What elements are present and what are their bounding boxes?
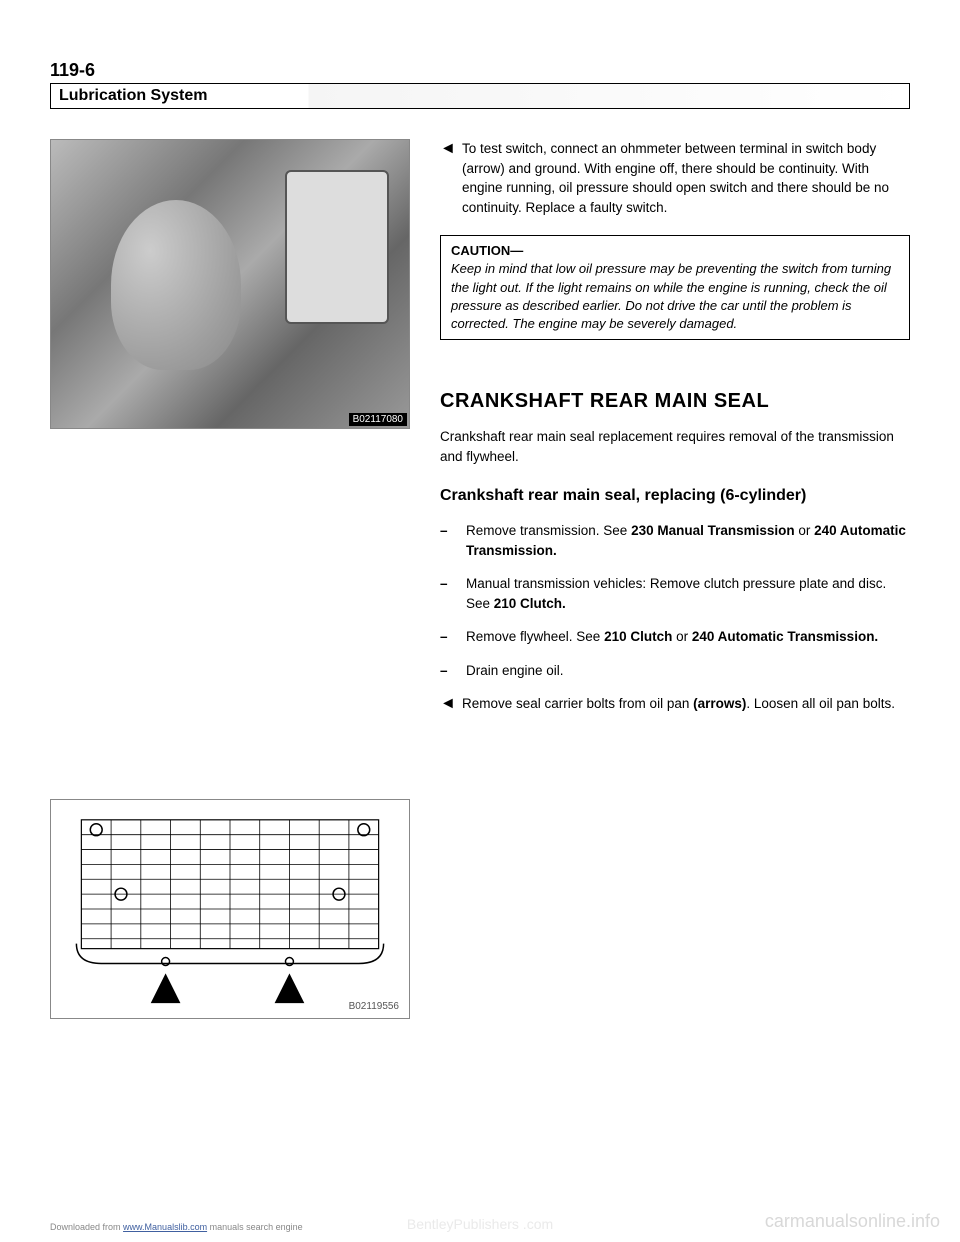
t: Remove seal carrier bolts from oil pan bbox=[462, 696, 693, 711]
right-column: ◄ To test switch, connect an ohmmeter be… bbox=[440, 139, 910, 1019]
caution-body: Keep in mind that low oil pressure may b… bbox=[451, 261, 891, 331]
caution-box: CAUTION— Keep in mind that low oil press… bbox=[440, 235, 910, 340]
step-remove-seal-bolts: ◄ Remove seal carrier bolts from oil pan… bbox=[440, 694, 910, 714]
t: Remove flywheel. See bbox=[466, 629, 604, 644]
step-text: Manual transmission vehicles: Remove clu… bbox=[466, 574, 910, 613]
left-column: B02117080 bbox=[50, 139, 410, 1019]
watermark-site: carmanualsonline.info bbox=[765, 1211, 940, 1232]
h2-text: CRANKSHAFT REAR MAIN SEAL bbox=[440, 390, 769, 412]
heading-replacing-6cyl: Crankshaft rear main seal, replacing (6-… bbox=[440, 486, 910, 507]
t: or bbox=[672, 629, 692, 644]
t: . Loosen all oil pan bolts. bbox=[746, 696, 895, 711]
step-remove-transmission: – Remove transmission. See 230 Manual Tr… bbox=[440, 521, 910, 560]
step-remove-flywheel: – Remove flywheel. See 210 Clutch or 240… bbox=[440, 627, 910, 647]
crankshaft-intro-text: Crankshaft rear main seal replacement re… bbox=[440, 427, 910, 466]
test-switch-text: To test switch, connect an ohmmeter betw… bbox=[462, 139, 910, 217]
step-text: Remove flywheel. See 210 Clutch or 240 A… bbox=[466, 627, 878, 647]
t: 210 Clutch. bbox=[494, 596, 566, 611]
content-row: B02117080 bbox=[50, 139, 910, 1019]
footer-download-text: Downloaded from www.Manualslib.com manua… bbox=[50, 1222, 303, 1232]
t: Downloaded from bbox=[50, 1222, 123, 1232]
left-arrow-icon: ◄ bbox=[440, 139, 454, 217]
t: 210 Clutch bbox=[604, 629, 672, 644]
t: manuals search engine bbox=[207, 1222, 303, 1232]
left-arrow-icon: ◄ bbox=[440, 694, 454, 714]
step-text: Drain engine oil. bbox=[466, 661, 564, 681]
dash-icon: – bbox=[440, 521, 454, 560]
step-text: Remove seal carrier bolts from oil pan (… bbox=[462, 694, 895, 714]
heading-crankshaft-rear-main-seal: CRANKSHAFT REAR MAIN SEAL bbox=[440, 390, 910, 413]
t: 230 Manual Transmission bbox=[631, 523, 795, 538]
footer-link[interactable]: www.Manualslib.com bbox=[123, 1222, 207, 1232]
watermark-publisher: BentleyPublishers .com bbox=[407, 1216, 553, 1232]
section-header: Lubrication System bbox=[50, 83, 910, 109]
test-switch-paragraph: ◄ To test switch, connect an ohmmeter be… bbox=[440, 139, 910, 217]
step-text: Remove transmission. See 230 Manual Tran… bbox=[466, 521, 910, 560]
photo-ohmmeter-test: B02117080 bbox=[50, 139, 410, 429]
step-drain-oil: – Drain engine oil. bbox=[440, 661, 910, 681]
photo-reference-label: B02117080 bbox=[349, 413, 407, 426]
caution-title: CAUTION— bbox=[451, 243, 523, 258]
t: (arrows) bbox=[693, 696, 746, 711]
dash-icon: – bbox=[440, 574, 454, 613]
t: 240 Automatic Transmission. bbox=[692, 629, 878, 644]
t: or bbox=[795, 523, 815, 538]
page-number: 119-6 bbox=[50, 60, 910, 81]
diagram-oil-pan: B02119556 bbox=[50, 799, 410, 1019]
dash-icon: – bbox=[440, 661, 454, 681]
diagram-reference-label: B02119556 bbox=[349, 1001, 399, 1012]
step-remove-clutch: – Manual transmission vehicles: Remove c… bbox=[440, 574, 910, 613]
t: Remove transmission. See bbox=[466, 523, 631, 538]
dash-icon: – bbox=[440, 627, 454, 647]
